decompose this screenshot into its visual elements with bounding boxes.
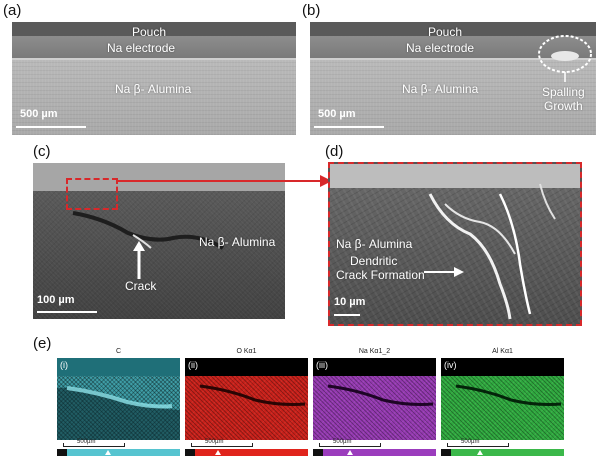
scale-bar-d xyxy=(334,314,360,316)
scale-label-a: 500 µm xyxy=(20,108,58,120)
scale-bar-b xyxy=(314,126,384,128)
eds-scale: 500µm xyxy=(441,439,564,449)
scale-label-b: 500 µm xyxy=(318,108,356,120)
eds-map-title: Na Kα1_2 xyxy=(313,346,436,358)
eds-map-roman: (iv) xyxy=(444,360,457,370)
eds-map-na: Na Kα1_2 (iii) 500µm xyxy=(313,346,436,456)
scale-bar-a xyxy=(16,126,86,128)
eds-scale: 500µm xyxy=(185,439,308,449)
panel-a-letter: (a) xyxy=(3,2,22,19)
eds-map-c: C (i) 500µm xyxy=(57,346,180,456)
eds-color-bar xyxy=(57,449,180,456)
scale-bar-c xyxy=(37,311,97,313)
eds-color-bar xyxy=(441,449,564,456)
label-electrode-b: Na electrode xyxy=(406,41,475,55)
label-electrode-a: Na electrode xyxy=(107,41,176,55)
eds-map-al: Al Kα1 (iv) 500µm xyxy=(441,346,564,456)
scale-label-d: 10 µm xyxy=(334,296,366,308)
eds-map-title: Al Kα1 xyxy=(441,346,564,358)
eds-color-bar xyxy=(185,449,308,456)
eds-map-roman: (iii) xyxy=(316,360,328,370)
highlight-box-c xyxy=(66,178,118,210)
crack-arrow xyxy=(133,241,145,279)
label-dendritic: Dendritic xyxy=(350,254,398,268)
sem-image-c: Crack Na β- Alumina 100 µm xyxy=(33,163,285,319)
label-growth: Growth xyxy=(544,99,583,113)
eds-scale: 500µm xyxy=(57,439,180,449)
sem-image-b: Pouch Na electrode Na β- Alumina Spallin… xyxy=(310,22,596,135)
eds-map-title: O Kα1 xyxy=(185,346,308,358)
eds-map-image: (iii) xyxy=(313,358,436,440)
eds-map-title: C xyxy=(57,346,180,358)
eds-map-image: (i) xyxy=(57,358,180,440)
eds-map-roman: (ii) xyxy=(188,360,198,370)
panel-e-letter: (e) xyxy=(33,335,52,352)
label-crack-formation: Crack Formation xyxy=(336,268,425,282)
crack-formation-arrow xyxy=(424,267,464,277)
panel-d-letter: (d) xyxy=(325,143,344,160)
label-pouch-a: Pouch xyxy=(132,25,167,39)
eds-map-roman: (i) xyxy=(60,360,68,370)
label-pouch-b: Pouch xyxy=(428,25,463,39)
sem-image-d: Na β- Alumina Dendritic Crack Formation … xyxy=(328,162,582,326)
label-alumina-b: Na β- Alumina xyxy=(402,82,479,96)
label-alumina-c: Na β- Alumina xyxy=(199,235,276,249)
label-crack: Crack xyxy=(125,279,157,293)
spalling-dashed-circle xyxy=(538,35,592,82)
sem-image-a: Pouch Na electrode Na β- Alumina 500 µm xyxy=(12,22,296,135)
panel-c-letter: (c) xyxy=(33,143,51,160)
scale-label-c: 100 µm xyxy=(37,294,75,306)
dendritic-crack-paths xyxy=(428,183,556,320)
label-alumina-d: Na β- Alumina xyxy=(336,237,413,251)
zoom-arrow xyxy=(116,175,332,187)
eds-map-image: (ii) xyxy=(185,358,308,440)
eds-scale: 500µm xyxy=(313,439,436,449)
label-alumina-a: Na β- Alumina xyxy=(115,82,192,96)
eds-color-bar xyxy=(313,449,436,456)
label-spalling: Spalling xyxy=(542,85,585,99)
eds-map-image: (iv) xyxy=(441,358,564,440)
panel-b-letter: (b) xyxy=(302,2,321,19)
eds-map-o: O Kα1 (ii) 500µm xyxy=(185,346,308,456)
crack-path-c xyxy=(72,211,225,250)
